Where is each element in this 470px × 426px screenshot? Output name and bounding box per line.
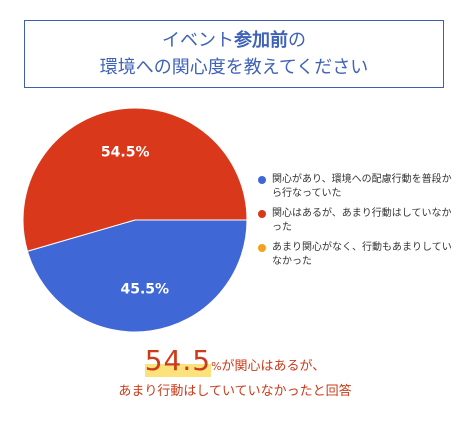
title-line1-pre: イベント: [162, 30, 234, 51]
pie-data-label-1: 45.5%: [120, 282, 169, 298]
legend-item-1: 関心があり、環境への配慮行動を普段から行なっていた: [258, 173, 458, 201]
pie-data-label-2: 54.5%: [101, 144, 150, 160]
legend-dot-1: [258, 176, 266, 184]
legend-dot-2: [258, 210, 266, 218]
legend-item-3: あまり関心がなく、行動もあまりしていなかった: [258, 241, 458, 269]
caption-line1: 54.5%が関心はあるが、: [0, 344, 470, 382]
caption-line2: あまり行動はしていていなかったと回答: [118, 384, 352, 399]
pie-slice-2: [22, 107, 248, 252]
legend: 関心があり、環境への配慮行動を普段から行なっていた 関心はあるが、あまり行動はし…: [258, 173, 458, 275]
pie-slice-1: [26, 219, 248, 333]
caption-unit: %: [211, 360, 222, 373]
title-line1-bold: 参加前: [234, 30, 288, 51]
legend-dot-3: [258, 244, 266, 252]
title-line1: イベント参加前の: [25, 27, 443, 54]
title-box: イベント参加前の 環境への関心度を教えてください: [24, 20, 444, 88]
legend-label-2: 関心はあるが、あまり行動はしていなかった: [272, 208, 452, 233]
legend-item-2: 関心はあるが、あまり行動はしていなかった: [258, 207, 458, 235]
caption-big-number: 54.5: [144, 344, 212, 377]
legend-label-1: 関心があり、環境への配慮行動を普段から行なっていた: [272, 174, 452, 199]
title-line2: 環境への関心度を教えてください: [99, 57, 369, 78]
legend-label-3: あまり関心がなく、行動もあまりしていなかった: [272, 242, 452, 267]
title-line1-post: の: [288, 30, 306, 51]
caption: 54.5%が関心はあるが、 あまり行動はしていていなかったと回答: [0, 344, 470, 402]
caption-line1-rest: が関心はあるが、: [221, 359, 326, 374]
